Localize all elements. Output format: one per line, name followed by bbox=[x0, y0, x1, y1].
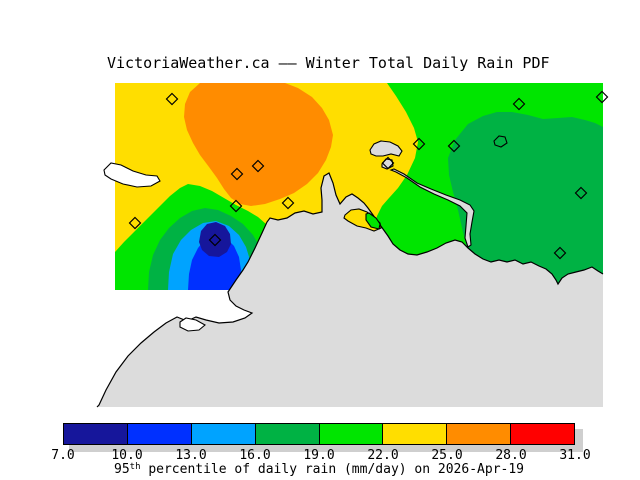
plot-title: VictoriaWeather.ca —— Winter Total Daily… bbox=[107, 54, 550, 72]
island-hammerhead bbox=[369, 140, 403, 157]
colorbar-tick-label: 16.0 bbox=[239, 448, 271, 463]
colorbar-tick-label: 25.0 bbox=[431, 448, 463, 463]
station-diamond-icon bbox=[447, 139, 461, 153]
colorbar-segment-4 bbox=[318, 424, 383, 444]
station-diamond-icon bbox=[381, 156, 395, 170]
islet-outline bbox=[493, 135, 508, 148]
coastline bbox=[96, 172, 604, 408]
colorbar-segment-3 bbox=[254, 424, 319, 444]
station-diamond-icon bbox=[229, 199, 243, 213]
colorbar-tick-label: 7.0 bbox=[51, 448, 75, 463]
station-diamond-icon bbox=[251, 159, 265, 173]
station-markers bbox=[128, 90, 609, 260]
colorbar-segment-2 bbox=[190, 424, 255, 444]
colorbar-tick-label: 28.0 bbox=[495, 448, 527, 463]
colorbar-tick-label: 19.0 bbox=[303, 448, 335, 463]
colorbar-caption: 95th percentile of daily rain (mm/day) o… bbox=[114, 462, 524, 477]
station-diamond-icon bbox=[230, 167, 244, 181]
station-diamond-icon bbox=[208, 233, 222, 247]
station-diamond-icon bbox=[553, 246, 567, 260]
caption-text: percentile of daily rain (mm/day) on 202… bbox=[140, 462, 525, 477]
island-northwest bbox=[103, 162, 161, 188]
station-diamond-icon bbox=[595, 90, 609, 104]
caption-superscript: th bbox=[129, 462, 141, 472]
colorbar-segment-0 bbox=[64, 424, 127, 444]
colorbar-segment-5 bbox=[382, 424, 447, 444]
station-diamond-icon bbox=[281, 196, 295, 210]
station-diamond-icon bbox=[412, 137, 426, 151]
colorbar-segment-7 bbox=[510, 424, 574, 444]
colorbar-tick-label: 10.0 bbox=[111, 448, 143, 463]
colorbar-segment-1 bbox=[126, 424, 191, 444]
land-mass bbox=[97, 173, 603, 407]
colorbar-tick-labels: 7.0 10.0 13.0 16.0 19.0 22.0 25.0 28.0 31.0 bbox=[0, 448, 640, 463]
contour-core-navy-sw bbox=[199, 222, 231, 257]
bay-inlet-south bbox=[179, 317, 206, 332]
contour-region-orange-max bbox=[184, 83, 333, 206]
lagoon-green bbox=[365, 212, 381, 230]
colorbar-segment-6 bbox=[446, 424, 511, 444]
colorbar-tick-label: 22.0 bbox=[367, 448, 399, 463]
colorbar-tick-label: 13.0 bbox=[175, 448, 207, 463]
station-diamond-icon bbox=[512, 97, 526, 111]
colorbar-tick-label: 31.0 bbox=[559, 448, 591, 463]
station-diamond-icon bbox=[165, 92, 179, 106]
colorbar bbox=[63, 423, 575, 445]
peninsula-spit bbox=[389, 168, 475, 248]
caption-prefix: 95 bbox=[113, 462, 130, 477]
contour-region-green-dark-east bbox=[448, 112, 603, 290]
station-diamond-icon bbox=[128, 216, 142, 230]
station-diamond-icon bbox=[574, 186, 588, 200]
